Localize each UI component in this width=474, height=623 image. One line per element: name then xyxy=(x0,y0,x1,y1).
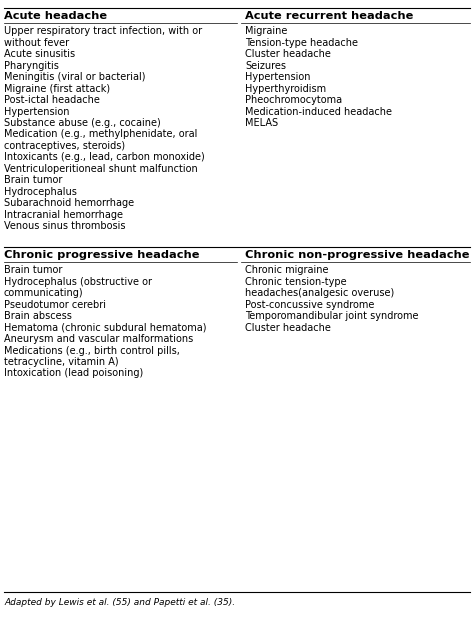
Text: Acute recurrent headache: Acute recurrent headache xyxy=(246,11,414,21)
Text: Brain tumor
Hydrocephalus (obstructive or
communicating)
Pseudotumor cerebri
Bra: Brain tumor Hydrocephalus (obstructive o… xyxy=(4,265,207,378)
Text: Chronic progressive headache: Chronic progressive headache xyxy=(4,250,200,260)
Text: Acute headache: Acute headache xyxy=(4,11,107,21)
Text: Chronic non-progressive headache: Chronic non-progressive headache xyxy=(246,250,470,260)
Text: Adapted by Lewis et al. (55) and Papetti et al. (35).: Adapted by Lewis et al. (55) and Papetti… xyxy=(4,598,235,607)
Text: Chronic migraine
Chronic tension-type
headaches(analgesic overuse)
Post-concussi: Chronic migraine Chronic tension-type he… xyxy=(246,265,419,333)
Text: Upper respiratory tract infection, with or
without fever
Acute sinusitis
Pharyng: Upper respiratory tract infection, with … xyxy=(4,27,205,231)
Text: Migraine
Tension-type headache
Cluster headache
Seizures
Hypertension
Hyperthyro: Migraine Tension-type headache Cluster h… xyxy=(246,27,392,128)
